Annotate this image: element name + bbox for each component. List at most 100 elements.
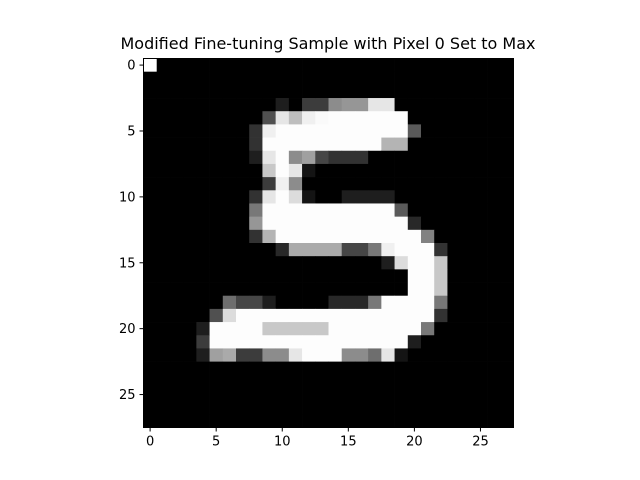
pixel-cell bbox=[473, 322, 488, 336]
pixel-cell bbox=[236, 322, 250, 336]
pixel-cell bbox=[262, 256, 276, 270]
pixel-cell bbox=[381, 216, 395, 231]
pixel-cell bbox=[447, 322, 461, 336]
pixel-cell bbox=[183, 335, 197, 349]
pixel-cell bbox=[169, 229, 184, 244]
pixel-cell bbox=[209, 295, 224, 310]
x-tick-label: 20 bbox=[406, 435, 423, 450]
pixel-cell bbox=[183, 243, 197, 257]
pixel-cell bbox=[341, 71, 356, 86]
pixel-cell bbox=[368, 163, 382, 178]
pixel-cell bbox=[394, 348, 409, 362]
pixel-cell bbox=[381, 348, 395, 362]
pixel-cell bbox=[407, 414, 422, 428]
pixel-cell bbox=[460, 335, 475, 349]
pixel-cell bbox=[460, 163, 475, 178]
pixel-cell bbox=[315, 256, 329, 270]
pixel-cell bbox=[434, 256, 448, 270]
pixel-cell bbox=[156, 177, 171, 191]
y-tick-label: 5 bbox=[127, 124, 135, 139]
pixel-cell bbox=[368, 348, 382, 362]
pixel-cell bbox=[222, 387, 237, 402]
pixel-cell bbox=[222, 124, 237, 138]
pixel-cell bbox=[394, 322, 409, 336]
pixel-cell bbox=[236, 308, 250, 323]
pixel-cell bbox=[487, 137, 501, 152]
pixel-cell bbox=[275, 150, 290, 165]
pixel-cell bbox=[288, 137, 303, 152]
pixel-cell bbox=[460, 98, 475, 112]
pixel-cell bbox=[262, 177, 276, 191]
pixel-cell bbox=[354, 163, 369, 178]
pixel-cell bbox=[460, 387, 475, 402]
pixel-cell bbox=[196, 374, 210, 389]
pixel-cell bbox=[143, 58, 158, 73]
pixel-cell bbox=[407, 361, 422, 376]
pixel-cell bbox=[341, 111, 356, 125]
pixel-cell bbox=[196, 308, 210, 323]
pixel-cell bbox=[368, 203, 382, 217]
pixel-cell bbox=[487, 256, 501, 270]
pixel-cell bbox=[262, 98, 276, 112]
pixel-cell bbox=[209, 111, 224, 125]
pixel-cell bbox=[354, 401, 369, 415]
pixel-cell bbox=[236, 216, 250, 231]
pixel-cell bbox=[434, 322, 448, 336]
pixel-cell bbox=[460, 256, 475, 270]
pixel-cell bbox=[315, 322, 329, 336]
pixel-cell bbox=[381, 374, 395, 389]
pixel-cell bbox=[236, 256, 250, 270]
pixel-cell bbox=[262, 58, 276, 73]
pixel-cell bbox=[354, 322, 369, 336]
pixel-cell bbox=[460, 414, 475, 428]
pixel-cell bbox=[169, 243, 184, 257]
pixel-cell bbox=[473, 216, 488, 231]
x-tick-label: 10 bbox=[274, 435, 291, 450]
pixel-cell bbox=[500, 84, 514, 99]
pixel-cell bbox=[183, 98, 197, 112]
pixel-cell bbox=[328, 361, 343, 376]
pixel-cell bbox=[288, 124, 303, 138]
pixel-cell bbox=[196, 216, 210, 231]
pixel-cell bbox=[222, 322, 237, 336]
pixel-cell bbox=[183, 137, 197, 152]
pixel-cell bbox=[394, 84, 409, 99]
pixel-cell bbox=[500, 348, 514, 362]
pixel-cell bbox=[368, 84, 382, 99]
pixel-cell bbox=[209, 137, 224, 152]
pixel-cell bbox=[222, 348, 237, 362]
pixel-cell bbox=[341, 295, 356, 310]
pixel-cell bbox=[196, 124, 210, 138]
pixel-cell bbox=[473, 269, 488, 283]
pixel-cell bbox=[169, 361, 184, 376]
pixel-cell bbox=[434, 177, 448, 191]
pixel-cell bbox=[500, 71, 514, 86]
pixel-cell bbox=[354, 256, 369, 270]
pixel-cell bbox=[315, 111, 329, 125]
pixel-cell bbox=[302, 190, 316, 204]
pixel-cell bbox=[394, 150, 409, 165]
pixel-cell bbox=[222, 71, 237, 86]
pixel-cell bbox=[222, 414, 237, 428]
pixel-cell bbox=[262, 163, 276, 178]
pixel-cell bbox=[381, 361, 395, 376]
pixel-cell bbox=[434, 150, 448, 165]
pixel-cell bbox=[354, 98, 369, 112]
pixel-cell bbox=[473, 111, 488, 125]
pixel-cell bbox=[341, 243, 356, 257]
pixel-cell bbox=[169, 203, 184, 217]
pixel-cell bbox=[328, 111, 343, 125]
pixel-cell bbox=[275, 322, 290, 336]
pixel-cell bbox=[500, 295, 514, 310]
pixel-cell bbox=[421, 111, 435, 125]
pixel-cell bbox=[341, 216, 356, 231]
pixel-cell bbox=[169, 282, 184, 297]
pixel-cell bbox=[169, 124, 184, 138]
pixel-cell bbox=[368, 243, 382, 257]
pixel-cell bbox=[487, 163, 501, 178]
pixel-cell bbox=[447, 229, 461, 244]
pixel-cell bbox=[460, 282, 475, 297]
pixel-cell bbox=[209, 243, 224, 257]
pixel-cell bbox=[447, 84, 461, 99]
pixel-cell bbox=[394, 401, 409, 415]
